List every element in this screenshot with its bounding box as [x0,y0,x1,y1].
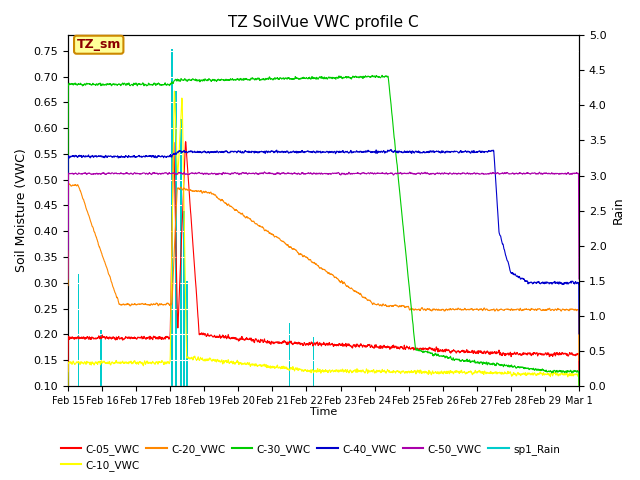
Title: TZ SoilVue VWC profile C: TZ SoilVue VWC profile C [228,15,419,30]
Text: TZ_sm: TZ_sm [77,38,121,51]
Y-axis label: Rain: Rain [612,197,625,225]
Legend: C-05_VWC, C-10_VWC, C-20_VWC, C-30_VWC, C-40_VWC, C-50_VWC, sp1_Rain: C-05_VWC, C-10_VWC, C-20_VWC, C-30_VWC, … [56,439,564,475]
X-axis label: Time: Time [310,407,337,417]
Y-axis label: Soil Moisture (VWC): Soil Moisture (VWC) [15,149,28,273]
